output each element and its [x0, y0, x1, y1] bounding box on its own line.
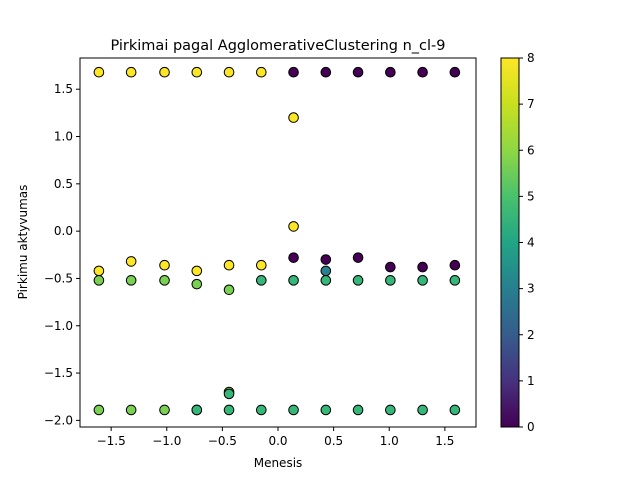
data-point — [126, 257, 136, 267]
data-point — [192, 266, 202, 276]
data-point — [418, 67, 428, 77]
x-axis: −1.5 −1.0 −0.5 0.0 0.5 1.0 1.5 — [97, 427, 455, 448]
data-point — [224, 389, 234, 399]
x-tick-label: −1.5 — [97, 434, 126, 448]
data-point — [289, 113, 299, 123]
y-tick-label: 0.5 — [54, 177, 73, 191]
x-tick-label: −0.5 — [208, 434, 237, 448]
colorbar-tick-label: 2 — [527, 328, 535, 342]
data-point — [321, 255, 331, 265]
y-tick-label: 0.0 — [54, 224, 73, 238]
data-point — [257, 405, 267, 415]
colorbar-axis: 0 1 2 3 4 5 6 7 8 — [519, 51, 535, 434]
data-point — [257, 276, 267, 286]
y-tick-label: −2.0 — [44, 413, 73, 427]
data-point — [353, 67, 363, 77]
data-point — [94, 266, 104, 276]
data-point — [257, 260, 267, 270]
x-tick-label: 0.0 — [268, 434, 287, 448]
data-point — [94, 276, 104, 286]
data-point — [224, 405, 234, 415]
plot-frame — [80, 58, 476, 427]
y-tick-label: −1.0 — [44, 319, 73, 333]
colorbar-tick-label: 6 — [527, 143, 535, 157]
data-point — [224, 67, 234, 77]
data-point — [386, 67, 396, 77]
data-point — [160, 67, 170, 77]
data-point — [126, 67, 136, 77]
data-point — [321, 276, 331, 286]
data-point — [289, 253, 299, 263]
data-point — [224, 260, 234, 270]
data-point — [321, 405, 331, 415]
y-tick-label: 1.0 — [54, 130, 73, 144]
x-tick-label: 1.5 — [435, 434, 454, 448]
data-point — [353, 405, 363, 415]
data-point — [160, 405, 170, 415]
colorbar-tick-label: 0 — [527, 420, 535, 434]
data-point — [289, 276, 299, 286]
data-point — [94, 405, 104, 415]
data-point — [126, 405, 136, 415]
data-point — [386, 405, 396, 415]
y-axis: −2.0 −1.5 −1.0 −0.5 0.0 0.5 1.0 1.5 — [44, 82, 80, 427]
x-tick-label: −1.0 — [152, 434, 181, 448]
data-point — [289, 405, 299, 415]
data-point — [450, 67, 460, 77]
colorbar-tick-label: 1 — [527, 374, 535, 388]
data-point — [126, 276, 136, 286]
data-point — [321, 266, 331, 276]
colorbar-tick-label: 7 — [527, 97, 535, 111]
data-point — [94, 67, 104, 77]
y-tick-label: −0.5 — [44, 271, 73, 285]
colorbar-tick-label: 8 — [527, 51, 535, 65]
data-point — [450, 405, 460, 415]
data-point — [289, 222, 299, 232]
data-point — [450, 276, 460, 286]
data-point — [160, 276, 170, 286]
data-point — [257, 67, 267, 77]
data-point — [192, 67, 202, 77]
y-tick-label: 1.5 — [54, 82, 73, 96]
y-axis-label: Pirkimu aktyvumas — [16, 185, 30, 300]
colorbar-tick-label: 5 — [527, 189, 535, 203]
data-point — [224, 285, 234, 295]
data-point — [353, 253, 363, 263]
data-point — [450, 260, 460, 270]
y-tick-label: −1.5 — [44, 366, 73, 380]
chart-title: Pirkimai pagal AgglomerativeClustering n… — [110, 38, 445, 54]
colorbar — [501, 58, 519, 427]
data-point — [386, 276, 396, 286]
data-point — [418, 276, 428, 286]
data-point — [192, 279, 202, 289]
data-point — [418, 262, 428, 272]
colorbar-tick-label: 4 — [527, 236, 535, 250]
colorbar-tick-label: 3 — [527, 282, 535, 296]
data-point — [192, 405, 202, 415]
points-layer — [94, 67, 460, 414]
data-point — [289, 67, 299, 77]
data-point — [353, 276, 363, 286]
data-point — [386, 262, 396, 272]
x-tick-label: 0.5 — [324, 434, 343, 448]
x-tick-label: 1.0 — [380, 434, 399, 448]
x-axis-label: Menesis — [254, 456, 303, 470]
data-point — [321, 67, 331, 77]
data-point — [160, 260, 170, 270]
data-point — [418, 405, 428, 415]
